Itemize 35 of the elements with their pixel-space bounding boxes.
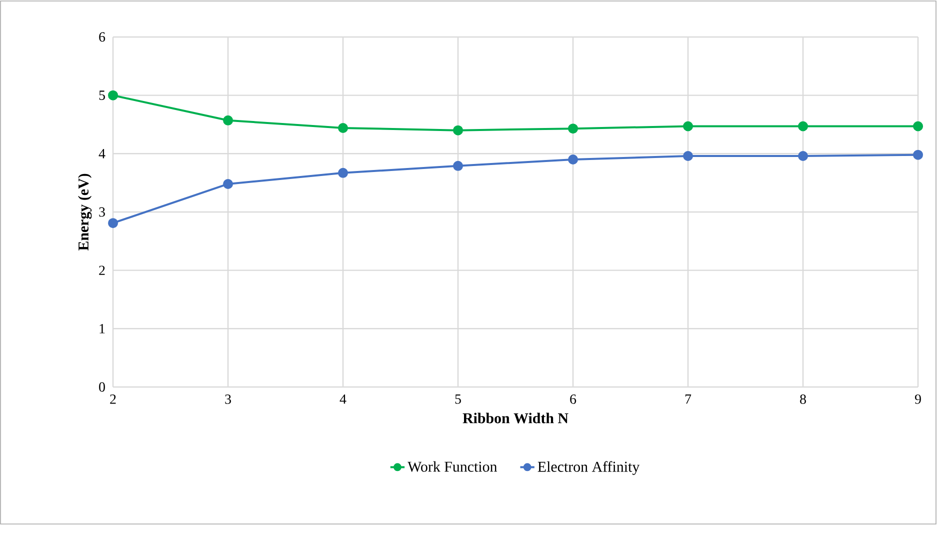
- x-tick-label: 4: [340, 394, 346, 404]
- point: [683, 121, 694, 132]
- y-tick-label: 5: [99, 90, 105, 100]
- point: [568, 154, 578, 164]
- point: [798, 121, 808, 132]
- x-tick-label: 5: [455, 394, 461, 404]
- x-axis-title: Ribbon Width N: [462, 412, 568, 424]
- point: [338, 122, 348, 133]
- y-tick-label: 0: [99, 382, 105, 392]
- point: [913, 121, 924, 132]
- y-tick-label: 1: [100, 324, 105, 334]
- legend-label: Electron Affinity: [538, 461, 640, 475]
- y-tick-label: 2: [99, 266, 105, 275]
- point: [453, 160, 464, 171]
- x-tick-label: 9: [914, 394, 921, 404]
- point: [683, 150, 694, 161]
- x-tick-label: 2: [110, 394, 116, 404]
- point: [798, 150, 808, 161]
- y-tick-label: 3: [99, 207, 105, 217]
- legend-label: Work Function: [408, 461, 498, 472]
- point: [223, 178, 234, 189]
- x-tick-label: 7: [685, 394, 692, 404]
- y-tick-label: 4: [98, 149, 106, 158]
- point: [913, 150, 924, 160]
- point: [108, 218, 118, 228]
- y-axis-title: Energy (eV): [78, 174, 92, 251]
- point: [338, 168, 348, 178]
- point: [223, 115, 234, 126]
- point: [108, 90, 118, 100]
- y-tick-label: 6: [99, 32, 106, 42]
- x-tick-label: 3: [225, 394, 231, 404]
- point: [568, 124, 578, 134]
- x-tick-label: 6: [570, 394, 576, 404]
- x-tick-label: 8: [800, 394, 806, 404]
- point: [453, 125, 464, 136]
